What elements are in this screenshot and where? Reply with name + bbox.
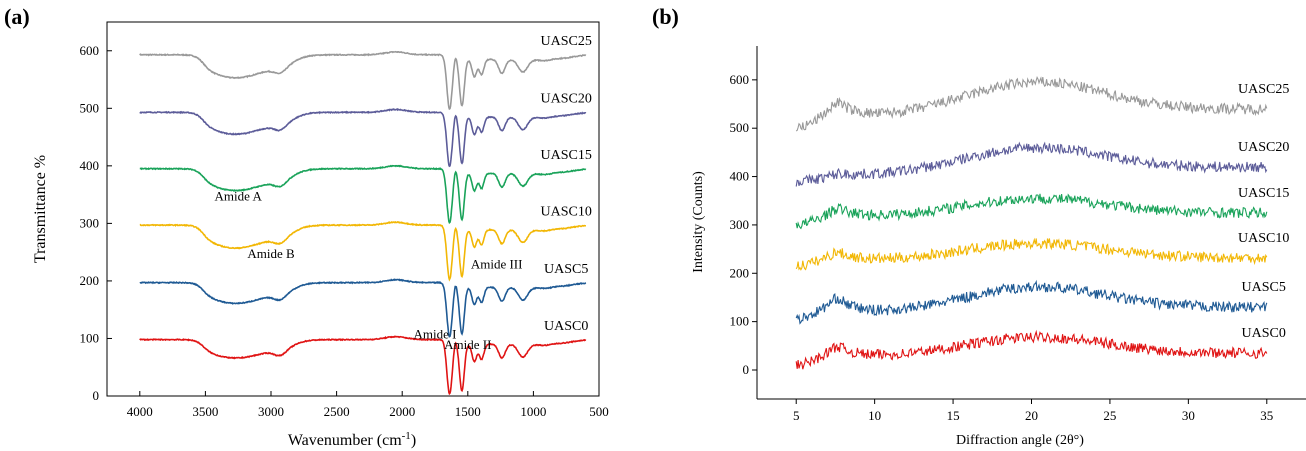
panel-b-series-line (795, 193, 1268, 230)
panel-a-series-line (139, 50, 587, 111)
panel-a-annotation: Amide III (471, 256, 523, 271)
panel-b-x-tick-label: 20 (1025, 408, 1038, 423)
panel-a-annotation: Amide I (414, 326, 457, 341)
panel-a-series: UASC25 UASC20 UASC15 UASC10 UASC5 UASC0 (139, 34, 592, 396)
panel-b-y-tick-label: 600 (730, 72, 750, 87)
panel-a-annotation: Amide A (215, 188, 263, 203)
panel-a-y-tick-label: 100 (80, 330, 100, 345)
panel-a-annotation: Amide B (247, 246, 295, 261)
panel-b-series-line (795, 75, 1268, 132)
panel-b-x-axis-title: Diffraction angle (2θ°) (956, 433, 1084, 448)
panel-b-x-tick-label: 5 (793, 408, 800, 423)
panel-a-series-label: UASC10 (541, 204, 592, 219)
panel-a-x-tick-label: 1500 (455, 404, 481, 419)
panel-a-series-label: UASC15 (541, 148, 592, 163)
panel-a-x-tick-label: 3500 (192, 404, 218, 419)
panel-b-series-line (795, 237, 1268, 271)
panel-a-x-axis: 4000 3500 3000 2500 2000 1500 1000 500 (127, 391, 609, 419)
panel-a-y-tick-label: 0 (93, 388, 100, 403)
panel-a-label: (a) (4, 4, 30, 29)
panel-a-series-line (139, 107, 587, 168)
panel-a-y-tick-label: 400 (80, 158, 100, 173)
panel-b-x-tick-label: 30 (1182, 408, 1195, 423)
panel-a-y-tick-label: 300 (80, 215, 100, 230)
panel-b-x-axis: 5 10 15 20 25 30 35 (793, 399, 1273, 423)
panel-a: (a) 0 100 200 300 400 500 600 4000 3500 3000 2500… (4, 4, 609, 449)
panel-b-y-axis: 0 100 200 300 400 500 600 (730, 72, 757, 377)
panel-a-y-axis-title: Transmittance % (32, 155, 49, 263)
panel-a-y-tick-label: 500 (80, 100, 100, 115)
panel-a-series-label: UASC20 (541, 92, 592, 107)
panel-a-series-label: UASC5 (544, 262, 588, 277)
panel-b-series-label: UASC0 (1241, 326, 1285, 341)
panel-b-y-tick-label: 0 (743, 362, 750, 377)
panel-a-x-tick-label: 3000 (258, 404, 284, 419)
panel-b-y-axis-title: Intensity (Counts) (691, 171, 706, 273)
panel-b-series-label: UASC10 (1238, 231, 1289, 246)
panel-a-x-axis-title: Wavenumber (cm-1) (288, 430, 416, 449)
panel-b-y-tick-label: 300 (730, 217, 750, 232)
panel-b-x-tick-label: 35 (1260, 408, 1273, 423)
panel-a-x-tick-label: 2500 (324, 404, 350, 419)
panel-b-y-tick-label: 200 (730, 265, 750, 280)
panel-b-series-label: UASC15 (1238, 186, 1289, 201)
panel-b-series-label: UASC20 (1238, 140, 1289, 155)
panel-a-series-line (139, 164, 587, 225)
panel-b-y-tick-label: 100 (730, 314, 750, 329)
panel-a-x-title-main: Wavenumber (cm (288, 432, 402, 449)
panel-b-series-line (795, 141, 1268, 187)
panel-a-x-title-sup: -1 (402, 430, 411, 442)
panel-a-x-tick-label: 1000 (520, 404, 546, 419)
panel-a-frame (106, 21, 600, 397)
panel-b-series: UASC25 UASC20 UASC15 UASC10 UASC5 UASC0 (795, 75, 1289, 370)
panel-a-annotation: Amide II (444, 337, 491, 352)
panel-a-x-tick-label: 4000 (127, 404, 153, 419)
panel-a-series-line (139, 335, 587, 396)
panel-b-label: (b) (652, 4, 679, 29)
panel-a-series-label: UASC25 (541, 34, 592, 49)
panel-b-series-line (795, 329, 1268, 370)
panel-b-x-tick-label: 15 (947, 408, 960, 423)
panel-a-y-tick-label: 600 (80, 43, 100, 58)
panel-a-series-label: UASC0 (544, 319, 588, 334)
panel-b-y-tick-label: 500 (730, 120, 750, 135)
panel-b-x-tick-label: 10 (868, 408, 881, 423)
panel-a-series-line (139, 278, 587, 338)
panel-b-y-tick-label: 400 (730, 169, 750, 184)
panel-b-series-label: UASC25 (1238, 82, 1289, 97)
panel-a-y-tick-label: 200 (80, 273, 100, 288)
panel-a-y-axis: 0 100 200 300 400 500 600 (80, 43, 112, 403)
panel-b-series-label: UASC5 (1241, 280, 1285, 295)
panel-a-series-line (139, 220, 587, 282)
panel-b-series-line (795, 279, 1268, 325)
panel-b-x-tick-label: 25 (1103, 408, 1116, 423)
panel-a-x-title-close: ) (411, 432, 416, 449)
panel-b: (b) 0 100 200 300 400 500 600 5 10 15 20 25 30 35 UA… (652, 4, 1306, 448)
panel-a-x-tick-label: 2000 (389, 404, 415, 419)
panel-a-x-tick-label: 500 (589, 404, 609, 419)
